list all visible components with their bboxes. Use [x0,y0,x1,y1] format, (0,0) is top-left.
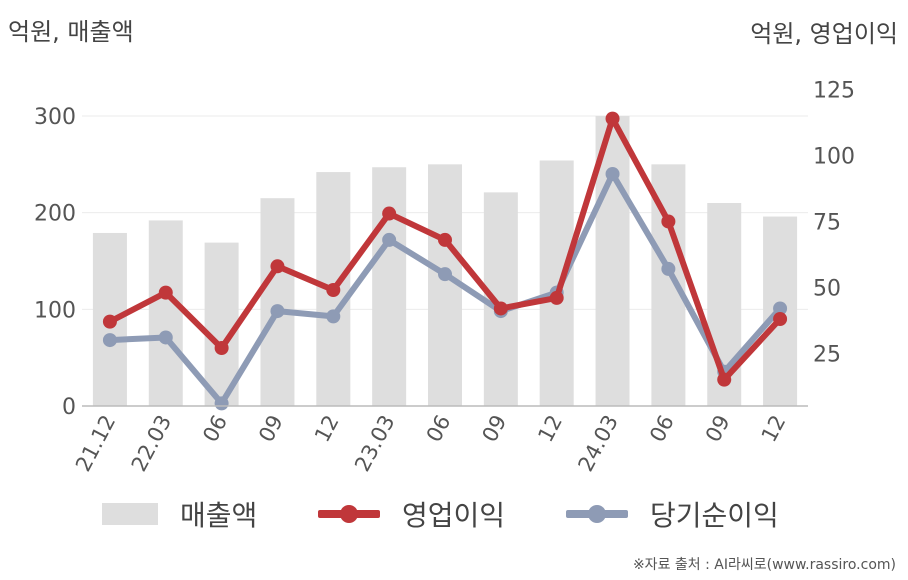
net-income-point [661,261,676,276]
left-axis-ticks: 0 100 200 300 [34,105,76,420]
operating-profit-point [270,259,285,274]
operating-profit-point [438,232,452,247]
operating-profit-point [158,285,173,300]
x-tick-label: 09 [254,411,288,446]
legend-swatch-net-income [566,503,628,525]
right-axis-ticks: 25 50 75 100 125 [813,79,855,368]
operating-profit-point [773,312,788,326]
left-tick-label: 200 [34,202,76,227]
legend-swatch-revenue [102,503,158,525]
right-tick-label: 50 [813,276,841,301]
legend-item-net-income: 당기순이익 [566,492,779,536]
operating-profit-point [382,206,397,221]
operating-profit-point [493,301,508,316]
right-tick-label: 100 [813,145,855,170]
x-tick-label: 21.12 [71,411,120,475]
x-tick-label: 09 [701,411,735,446]
net-income-point [605,167,620,181]
right-tick-label: 125 [813,79,855,104]
combo-chart: 0 100 200 300 25 50 75 100 125 21.12 22.03 06 09 12… [34,79,855,476]
net-income-point [382,232,397,247]
legend: 매출액 영업이익 당기순이익 [0,492,908,536]
revenue-bar [539,160,574,406]
legend-label-revenue: 매출액 [180,499,258,532]
right-axis-unit: 억원, 영업이익 [750,20,898,48]
source-note: ※자료 출처 : AI라씨로(www.rassiro.com) [632,557,896,573]
x-tick-label: 12 [310,411,344,446]
revenue-bar [372,167,407,406]
revenue-bar [260,198,295,406]
operating-profit-point [549,290,564,305]
revenue-bar [204,242,239,406]
x-tick-label: 24.03 [574,411,623,475]
net-income-point [102,333,117,348]
operating-profit-point [717,372,732,387]
net-income-point [214,396,229,411]
net-income-point [270,304,285,319]
operating-profit-point [605,111,620,126]
x-tick-label: 06 [198,411,232,446]
profit-lines [102,111,788,411]
operating-profit-point [214,341,229,355]
left-tick-label: 0 [62,395,76,420]
x-tick-label: 22.03 [127,411,176,475]
net-income-point [773,301,788,316]
legend-label-operating-profit: 영업이익 [402,499,506,532]
revenue-bar [148,220,183,406]
legend-swatch-operating-profit [318,503,380,525]
left-tick-label: 100 [34,298,76,323]
net-income-point [326,309,341,324]
left-axis-unit: 억원, 매출액 [8,18,134,46]
left-tick-label: 300 [34,105,76,130]
x-tick-label: 12 [757,411,791,446]
x-tick-label: 23.03 [350,411,399,475]
revenue-bars [92,116,798,406]
legend-item-revenue: 매출액 [102,492,257,536]
net-income-point [158,330,173,345]
operating-profit-point [661,214,676,229]
x-tick-label: 09 [478,411,512,446]
operating-profit-point [102,314,117,329]
x-tick-label: 06 [422,411,456,446]
legend-item-operating-profit: 영업이익 [318,492,505,536]
operating-profit-point [326,283,341,297]
x-tick-label: 06 [645,411,679,446]
legend-label-net-income: 당기순이익 [650,499,779,532]
net-income-point [438,267,452,282]
revenue-bar [483,192,518,406]
right-tick-label: 75 [813,210,841,235]
right-tick-label: 25 [813,342,841,367]
x-tick-label: 12 [533,411,567,446]
x-axis: 21.12 22.03 06 09 12 23.03 06 09 12 24.03 06 09 12 [71,405,808,475]
